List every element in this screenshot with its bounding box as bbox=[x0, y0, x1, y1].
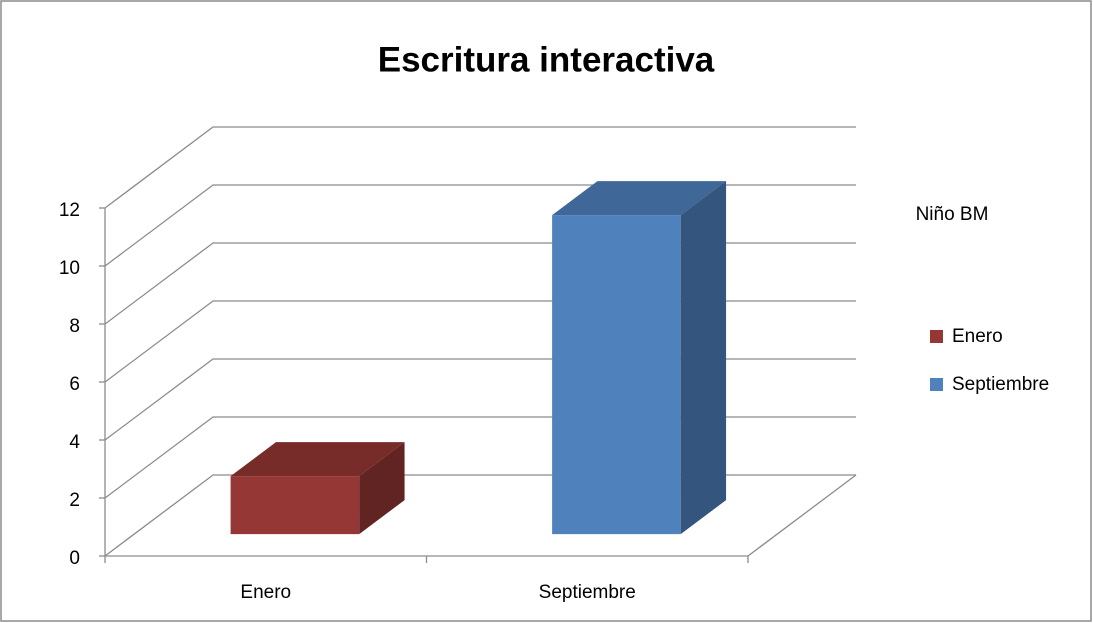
bar-front bbox=[552, 215, 681, 535]
y-tick-label: 10 bbox=[59, 258, 80, 279]
bar bbox=[552, 181, 727, 535]
x-tick-label: Enero bbox=[240, 582, 291, 603]
legend-swatch bbox=[930, 378, 943, 391]
y-tick-label: 4 bbox=[69, 432, 80, 453]
legend-title: Niño BM bbox=[916, 204, 989, 225]
bar-front bbox=[230, 476, 360, 535]
bar bbox=[230, 442, 405, 535]
y-tick-label: 12 bbox=[59, 200, 80, 221]
x-tick-label: Septiembre bbox=[539, 582, 636, 603]
bar-top bbox=[230, 442, 405, 477]
bar-side bbox=[680, 181, 727, 535]
chart-title: Escritura interactiva bbox=[378, 40, 715, 79]
y-tick-label: 8 bbox=[69, 316, 80, 337]
y-tick-label: 0 bbox=[69, 548, 80, 569]
legend-swatch bbox=[930, 330, 943, 343]
legend-label: Enero bbox=[952, 326, 1003, 347]
y-tick-label: 2 bbox=[69, 490, 80, 511]
bar-side bbox=[359, 442, 405, 535]
y-tick-label: 6 bbox=[69, 374, 80, 395]
legend-label: Septiembre bbox=[952, 374, 1049, 395]
grid-line bbox=[104, 126, 856, 209]
bar-top bbox=[552, 181, 727, 216]
